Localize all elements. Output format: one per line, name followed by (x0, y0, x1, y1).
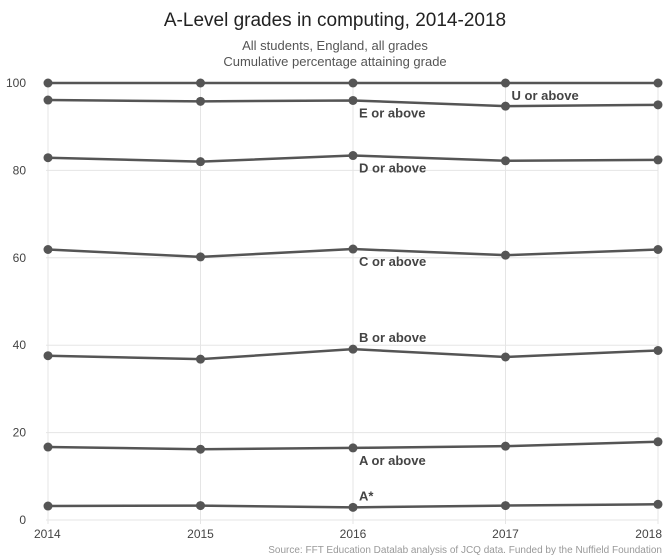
data-point-b-or-above-2018 (653, 345, 663, 355)
series-e-or-above (43, 95, 663, 111)
data-point-u-or-above-2018 (653, 78, 663, 88)
data-point-a-or-above-2018 (653, 437, 663, 447)
data-point-c-or-above-2014 (43, 244, 53, 254)
series-label-e-or-above: E or above (359, 105, 425, 120)
data-point-a-star-2016 (348, 502, 358, 512)
data-point-a-or-above-2015 (196, 444, 205, 454)
chart-subtitle-line-1: All students, England, all grades (242, 38, 428, 53)
x-tick-label: 2015 (187, 527, 214, 541)
data-point-u-or-above-2014 (43, 78, 53, 88)
x-tick-label: 2014 (34, 527, 61, 541)
series-a-or-above (43, 437, 663, 454)
y-tick-label: 80 (13, 163, 27, 177)
data-point-d-or-above-2018 (653, 155, 663, 165)
data-point-e-or-above-2014 (43, 95, 53, 105)
data-point-d-or-above-2014 (43, 153, 53, 163)
series-u-or-above (43, 78, 663, 88)
data-point-a-or-above-2017 (501, 441, 510, 451)
data-point-b-or-above-2014 (43, 351, 53, 361)
series-a-star (43, 499, 663, 512)
data-point-c-or-above-2017 (501, 250, 510, 260)
data-point-a-or-above-2014 (43, 442, 53, 452)
data-point-d-or-above-2017 (501, 156, 510, 166)
data-point-a-star-2014 (43, 501, 53, 511)
data-point-c-or-above-2018 (653, 244, 663, 254)
series-labels: U or above E or above D or above C or above… (359, 88, 579, 503)
series-c-or-above (43, 244, 663, 262)
series-label-d-or-above: D or above (359, 161, 426, 176)
data-point-u-or-above-2015 (196, 78, 205, 88)
gridlines (46, 82, 659, 524)
x-tick-label: 2018 (635, 527, 662, 541)
series-d-or-above (43, 151, 663, 167)
series-label-a-star: A* (359, 488, 374, 503)
y-tick-label: 100 (6, 76, 26, 90)
x-tick-label: 2016 (340, 527, 367, 541)
data-point-e-or-above-2015 (196, 96, 205, 106)
chart-title: A-Level grades in computing, 2014-2018 (164, 10, 506, 31)
data-point-c-or-above-2015 (196, 252, 205, 262)
series-lines (43, 78, 663, 512)
data-point-u-or-above-2017 (501, 78, 510, 88)
data-point-a-or-above-2016 (348, 443, 358, 453)
y-tick-label: 60 (13, 251, 27, 265)
data-point-b-or-above-2017 (501, 352, 510, 362)
y-tick-label: 20 (13, 426, 27, 440)
series-label-b-or-above: B or above (359, 330, 426, 345)
series-label-a-or-above: A or above (359, 453, 426, 468)
y-tick-label: 0 (19, 513, 26, 527)
series-b-or-above (43, 344, 663, 364)
data-point-c-or-above-2016 (348, 244, 358, 254)
data-point-a-star-2015 (196, 501, 205, 511)
series-label-u-or-above: U or above (512, 88, 579, 103)
data-point-d-or-above-2016 (348, 151, 358, 161)
data-point-e-or-above-2016 (348, 95, 358, 105)
data-point-d-or-above-2015 (196, 157, 205, 167)
y-tick-label: 40 (13, 338, 27, 352)
data-point-a-star-2017 (501, 501, 510, 511)
series-label-c-or-above: C or above (359, 254, 426, 269)
chart-subtitle-line-2: Cumulative percentage attaining grade (223, 54, 446, 69)
chart-source: Source: FFT Education Datalab analysis o… (268, 545, 662, 556)
data-point-a-star-2018 (653, 499, 663, 509)
x-tick-label: 2017 (492, 527, 519, 541)
data-point-e-or-above-2018 (653, 100, 663, 110)
data-point-b-or-above-2015 (196, 354, 205, 364)
data-point-b-or-above-2016 (348, 344, 358, 354)
axes: 0 20 40 60 80 100 2014 2015 2016 2017 2018 (6, 76, 662, 541)
data-point-u-or-above-2016 (348, 78, 358, 88)
data-point-e-or-above-2017 (501, 101, 510, 111)
